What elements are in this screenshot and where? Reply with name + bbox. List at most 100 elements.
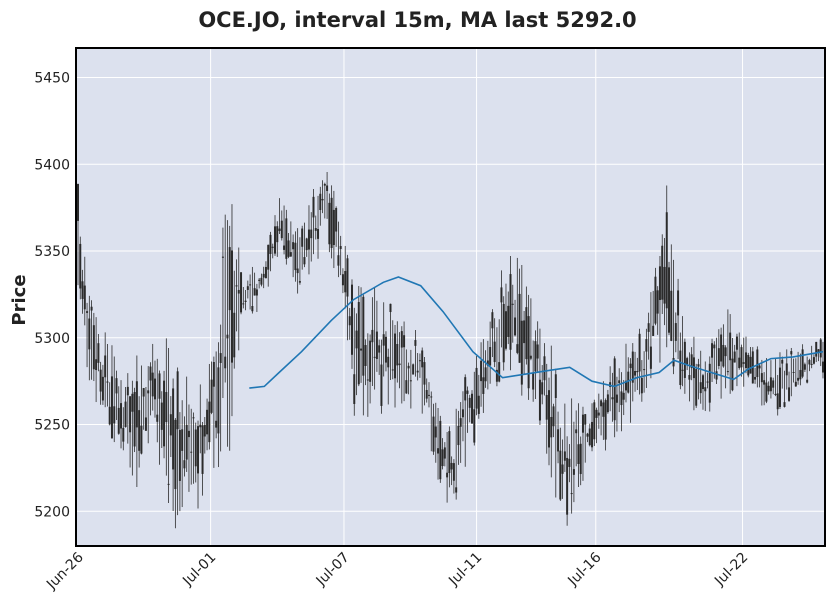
candle-body xyxy=(120,403,123,429)
candle-body xyxy=(362,296,365,376)
candle-body xyxy=(663,266,666,304)
candle-body xyxy=(423,362,426,385)
candle-body xyxy=(421,350,424,368)
candle-body xyxy=(722,344,725,367)
candle-body xyxy=(432,416,435,452)
candle-body xyxy=(767,385,770,392)
candle-body xyxy=(323,183,326,186)
candle-body xyxy=(756,349,759,378)
candle-body xyxy=(471,393,474,424)
y-axis-label: Price xyxy=(9,274,30,325)
candle-body xyxy=(219,353,222,364)
candle-body xyxy=(665,212,668,309)
candle-body xyxy=(799,369,802,380)
candle-body xyxy=(545,394,548,420)
y-tick-label: 5300 xyxy=(34,331,70,347)
x-tick-label: Jul-11 xyxy=(445,550,485,590)
candle-body xyxy=(394,333,397,379)
candle-body xyxy=(776,393,779,410)
candle-body xyxy=(357,302,360,385)
candle-body xyxy=(283,245,286,250)
candle-body xyxy=(455,487,458,493)
candle-body xyxy=(129,396,132,433)
candle-body xyxy=(803,364,806,370)
candle-body xyxy=(706,381,709,383)
candle-body xyxy=(611,397,614,400)
candle-body xyxy=(482,377,485,394)
candle-body xyxy=(586,433,589,437)
candle-body xyxy=(418,360,421,362)
candle-body xyxy=(366,379,369,381)
candle-body xyxy=(210,379,213,413)
candle-body xyxy=(638,333,641,372)
candle-body xyxy=(783,402,786,407)
candle-body xyxy=(441,449,444,467)
candle-body xyxy=(489,347,492,366)
y-tick-label: 5450 xyxy=(34,70,70,86)
candle-body xyxy=(815,341,818,357)
candlestick-series xyxy=(77,172,824,529)
candle-body xyxy=(686,358,689,365)
candle-body xyxy=(525,307,528,360)
candle-body xyxy=(344,271,347,293)
plot-frame xyxy=(75,47,826,547)
candle-body xyxy=(584,414,587,425)
candle-body xyxy=(794,381,797,387)
candle-body xyxy=(369,340,372,382)
candle-body xyxy=(346,258,349,297)
candle-body xyxy=(289,252,292,257)
candle-body xyxy=(405,380,408,394)
candle-body xyxy=(701,375,704,390)
candle-body xyxy=(466,390,469,394)
candle-body xyxy=(169,414,172,436)
candle-body xyxy=(819,339,822,358)
candle-body xyxy=(561,464,564,474)
candle-body xyxy=(717,348,720,367)
candle-body xyxy=(208,401,211,443)
plot-area xyxy=(76,48,825,546)
candle-body xyxy=(538,379,541,421)
candle-body xyxy=(215,420,218,428)
candle-body xyxy=(595,409,598,418)
candle-body xyxy=(317,229,320,239)
candle-body xyxy=(615,394,618,403)
candle-body xyxy=(124,401,127,428)
candle-body xyxy=(448,431,451,474)
candle-body xyxy=(758,365,761,369)
candle-body xyxy=(778,367,781,407)
candle-body xyxy=(563,451,566,461)
candle-body xyxy=(242,303,245,305)
candle-body xyxy=(140,425,143,454)
candle-body xyxy=(491,312,494,329)
candle-body xyxy=(498,362,501,382)
candle-body xyxy=(801,349,804,377)
candle-body xyxy=(509,274,512,350)
candle-body xyxy=(409,380,412,382)
candle-body xyxy=(747,354,750,376)
candle-body xyxy=(110,376,113,439)
candle-body xyxy=(217,367,220,434)
candle-body xyxy=(224,356,227,369)
candle-body xyxy=(627,371,630,393)
candle-body xyxy=(400,331,403,348)
candle-body xyxy=(822,361,824,373)
candle-body xyxy=(658,266,661,301)
candle-body xyxy=(353,374,356,404)
candle-body xyxy=(321,198,324,201)
candle-body xyxy=(330,197,333,248)
candle-body xyxy=(167,483,170,485)
candle-body xyxy=(459,418,462,427)
candle-body xyxy=(654,276,657,324)
candle-body xyxy=(158,373,161,399)
y-tick-label: 5350 xyxy=(34,244,70,260)
candle-body xyxy=(688,375,691,380)
candle-body xyxy=(262,273,265,278)
candle-body xyxy=(557,429,560,452)
candle-body xyxy=(255,289,258,296)
candle-body xyxy=(792,371,795,373)
candle-body xyxy=(142,388,145,397)
moving-average-line xyxy=(249,276,824,389)
candle-body xyxy=(126,386,129,396)
candle-body xyxy=(738,357,741,368)
candle-body xyxy=(319,193,322,211)
